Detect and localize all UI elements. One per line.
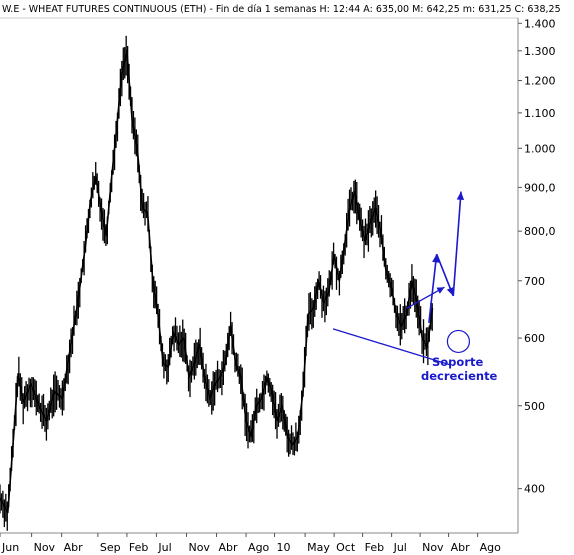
y-tick-label: 800,0 bbox=[524, 225, 556, 238]
x-tick-label: Feb bbox=[129, 541, 148, 554]
x-tick-label: Abr bbox=[451, 541, 471, 554]
x-tick-label: Nov bbox=[188, 541, 210, 554]
projection-segment bbox=[452, 191, 462, 296]
x-tick-label: Jul bbox=[393, 541, 407, 554]
support-circle bbox=[446, 329, 471, 354]
y-tick-label: 700 bbox=[524, 275, 545, 288]
x-tick-label: Abr bbox=[219, 541, 239, 554]
x-tick-label: May bbox=[307, 541, 330, 554]
x-axis-ticks: Jun Nov Abr Sep Feb Jul Nov Abr Ago 10 May Oct Feb Ju… bbox=[0, 533, 501, 554]
price-series-layer bbox=[0, 35, 434, 531]
projection-arrow-head bbox=[446, 286, 454, 296]
y-tick-label: 1.000 bbox=[524, 142, 556, 155]
y-tick-label: 400 bbox=[524, 483, 545, 496]
x-tick-label: Nov bbox=[422, 541, 444, 554]
x-tick-label: Ago bbox=[248, 541, 270, 554]
y-tick-label: 1.100 bbox=[524, 107, 556, 120]
x-tick-label: Oct bbox=[336, 541, 356, 554]
x-tick-label: Jul bbox=[157, 541, 171, 554]
x-tick-label: Ago bbox=[480, 541, 502, 554]
resistance-trendline bbox=[406, 286, 445, 309]
x-tick-label: Nov bbox=[34, 541, 56, 554]
price-line bbox=[0, 50, 434, 514]
support-trendline bbox=[332, 328, 451, 366]
projection-segment bbox=[428, 254, 438, 323]
y-tick-label: 500 bbox=[524, 400, 545, 413]
y-tick-label: 600 bbox=[524, 332, 545, 345]
y-tick-label: 900,0 bbox=[524, 181, 556, 194]
x-tick-label: 10 bbox=[277, 541, 291, 554]
support-label-line2: decreciente bbox=[421, 369, 498, 383]
y-tick-label: 1.300 bbox=[524, 45, 556, 58]
support-label-line1: Soporte bbox=[432, 355, 483, 369]
x-tick-label: Feb bbox=[365, 541, 384, 554]
x-tick-label: Sep bbox=[100, 541, 121, 554]
chart-title-group: W.E - WHEAT FUTURES CONTINUOUS (ETH) - F… bbox=[2, 4, 561, 15]
chart-title: W.E - WHEAT FUTURES CONTINUOUS (ETH) - F… bbox=[2, 4, 561, 15]
x-tick-label: Abr bbox=[64, 541, 84, 554]
y-tick-label: 1.200 bbox=[524, 75, 556, 88]
y-tick-label: 1.400 bbox=[524, 17, 556, 30]
y-axis-ticks: 1.400 1.300 1.200 1.100 1.000 900,0 800,0 700 60… bbox=[518, 17, 556, 496]
resistance-arrow-head bbox=[436, 287, 445, 294]
projection-arrow-head bbox=[456, 191, 465, 201]
projection-arrow-head bbox=[432, 254, 440, 263]
x-tick-label: Jun bbox=[1, 541, 19, 554]
